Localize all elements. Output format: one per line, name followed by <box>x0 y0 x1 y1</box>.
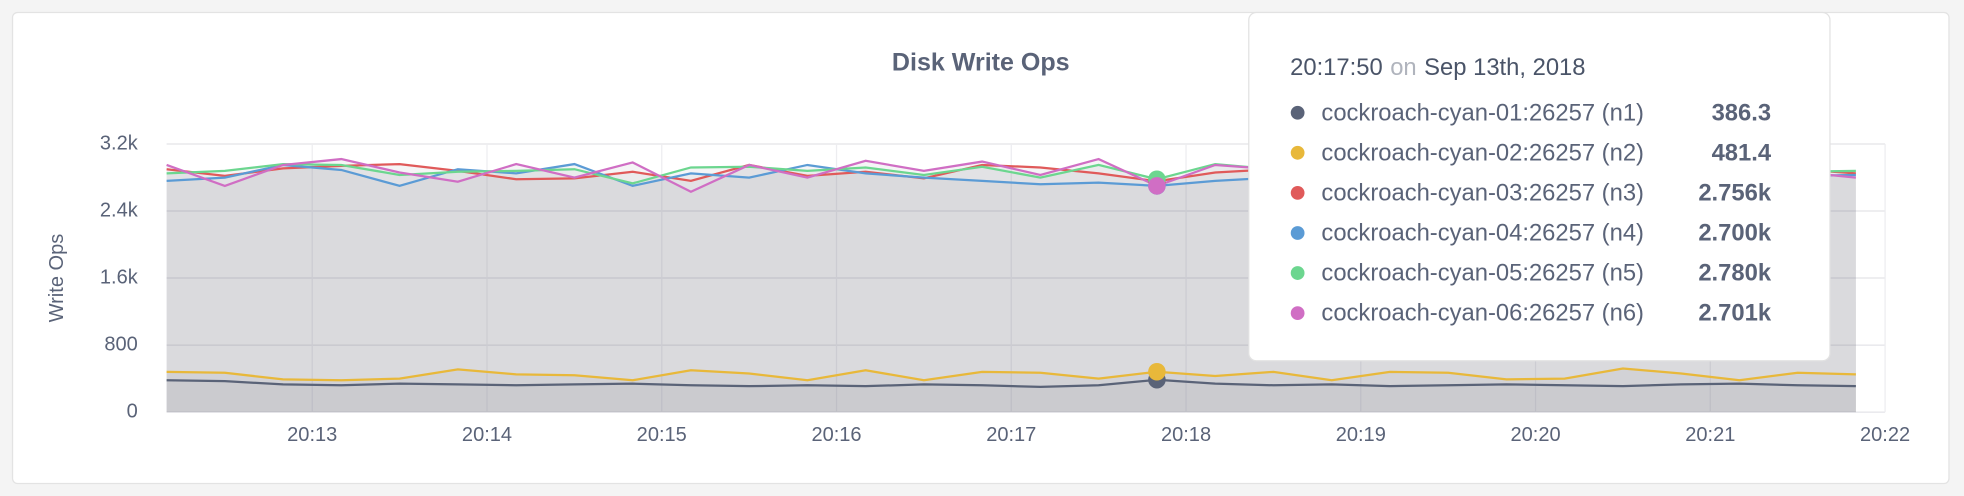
y-axis-label: Write Ops <box>46 234 68 323</box>
hover-dot <box>1148 362 1166 381</box>
line <box>166 367 1856 382</box>
y-tick-label: 800 <box>104 333 137 355</box>
area <box>166 379 1856 413</box>
legend-label: cockroach-cyan-03:26257 (n3) <box>1321 179 1644 206</box>
y-tick-label: 0 <box>127 400 138 422</box>
legend-label: cockroach-cyan-02:26257 (n2) <box>1321 139 1644 166</box>
x-tick-label: 20:21 <box>1685 424 1735 446</box>
x-tick-label: 20:19 <box>1336 424 1386 446</box>
legend-swatch <box>1290 186 1305 200</box>
chart-title: Disk Write Ops <box>892 49 1070 77</box>
tooltip-value: 2.756k <box>1698 179 1772 206</box>
legend-label: cockroach-cyan-01:26257 (n1) <box>1321 99 1644 126</box>
x-tick-label: 20:20 <box>1510 424 1560 446</box>
y-tick-label: 1.6k <box>100 266 139 288</box>
tooltip-value: 481.4 <box>1712 139 1772 166</box>
x-tick-label: 20:13 <box>287 424 337 446</box>
tooltip-value: 2.780k <box>1698 260 1772 287</box>
y-tick-label: 2.4k <box>100 199 139 221</box>
x-tick-label: 20:15 <box>637 424 687 446</box>
legend-swatch <box>1290 145 1305 160</box>
y-tick-label: 3.2k <box>100 132 139 154</box>
legend-label: cockroach-cyan-06:26257 (n6) <box>1321 300 1644 327</box>
x-tick-label: 20:17 <box>986 424 1036 446</box>
line <box>166 378 1856 389</box>
x-tick-label: 20:18 <box>1161 424 1211 446</box>
tooltip-on: on <box>1390 54 1416 81</box>
legend-label: cockroach-cyan-04:26257 (n4) <box>1321 220 1644 247</box>
legend-swatch <box>1290 226 1305 240</box>
legend-swatch <box>1290 105 1305 120</box>
legend-swatch <box>1290 266 1305 280</box>
tooltip-box <box>1248 11 1831 362</box>
tooltip-time: 20:17:50 <box>1290 54 1383 81</box>
legend-label: cockroach-cyan-05:26257 (n5) <box>1321 260 1644 287</box>
x-tick-label: 20:14 <box>462 424 512 446</box>
tooltip-date: Sep 13th, 2018 <box>1424 54 1585 81</box>
x-tick-label: 20:16 <box>811 424 861 446</box>
tooltip-value: 2.701k <box>1698 300 1772 327</box>
legend-swatch <box>1290 306 1305 321</box>
tooltip-header: 20:17:50 on Sep 13th, 2018 <box>1290 54 1585 81</box>
x-tick-label: 20:22 <box>1860 424 1910 446</box>
tooltip-value: 2.700k <box>1698 220 1772 247</box>
tooltip-value: 386.3 <box>1712 99 1772 126</box>
hover-dot <box>1148 177 1166 195</box>
area <box>166 368 1856 413</box>
tooltip: 20:17:50 on Sep 13th, 2018 cockroach-cyan-0… <box>1248 11 1831 362</box>
